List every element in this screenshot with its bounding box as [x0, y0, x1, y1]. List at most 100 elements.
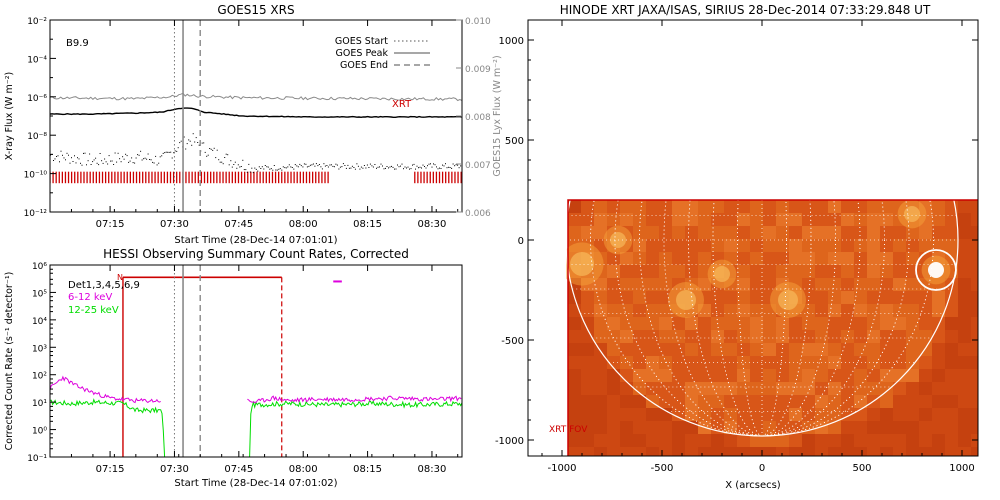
hessi-x-tick-label: 07:15 — [96, 464, 125, 475]
xrt-texture-cell — [672, 213, 685, 226]
xrt-texture-cell — [568, 447, 581, 456]
goes-class-label: B9.9 — [66, 38, 89, 49]
xrt-texture-cell — [919, 434, 932, 447]
xrt-texture-cell — [633, 447, 646, 456]
xrt-texture-cell — [880, 395, 893, 408]
xrt-texture-cell — [724, 408, 737, 421]
xrt-texture-cell — [685, 343, 698, 356]
goes-short-point — [350, 167, 352, 169]
xrt-texture-cell — [646, 226, 659, 239]
goes-short-point — [78, 158, 80, 160]
goes-short-point — [204, 151, 206, 153]
goes-short-point — [218, 159, 220, 161]
goes-short-point — [354, 168, 356, 170]
goes-short-point — [153, 162, 155, 164]
xrt-texture-cell — [659, 213, 672, 226]
xrt-texture-cell — [737, 447, 750, 456]
xrt-texture-cell — [659, 434, 672, 447]
xrt-texture-cell — [945, 395, 958, 408]
goes-short-point — [359, 168, 361, 170]
goes-short-point — [201, 142, 203, 144]
xrt-texture-cell — [802, 369, 815, 382]
goes-short-point — [138, 154, 140, 156]
goes-short-point — [382, 165, 383, 167]
xrt-texture-cell — [633, 278, 646, 291]
xrt-axes-frame — [527, 19, 979, 457]
goes-short-point — [63, 157, 65, 159]
xrt-grid-longitude — [712, 198, 812, 437]
xrt-texture-cell — [568, 317, 581, 330]
goes-x-tick-label: 08:00 — [289, 219, 318, 230]
goes-short-point — [434, 164, 436, 166]
xrt-texture-cell — [867, 447, 880, 456]
xrt-texture-cell — [594, 447, 607, 456]
goes-short-point — [119, 158, 121, 160]
xrt-texture-cell — [880, 252, 893, 265]
xrt-texture-cell — [789, 265, 802, 278]
xrt-texture-cell — [828, 252, 841, 265]
goes-short-point — [167, 151, 169, 153]
goes-short-point — [261, 166, 263, 168]
xrt-texture-cell — [789, 226, 802, 239]
goes-short-point — [353, 167, 355, 168]
xrt-texture-cell — [906, 421, 919, 434]
xrt-texture-cell — [750, 317, 763, 330]
xrt-texture-cell — [958, 343, 971, 356]
goes-short-point — [333, 166, 335, 168]
xrt-texture-cell — [698, 408, 711, 421]
xrt-texture-cell — [607, 265, 620, 278]
goes-short-point — [257, 170, 259, 172]
xrt-texture-cell — [763, 317, 776, 330]
xrt-texture-cell — [672, 382, 685, 395]
xrt-texture-cell — [594, 291, 607, 304]
xrt-texture-cell — [815, 265, 828, 278]
goes-short-point — [60, 150, 62, 152]
goes-y2-tick-label: 0.008 — [465, 113, 491, 123]
xrt-texture-cell — [633, 200, 646, 213]
xrt-texture-cell — [841, 304, 854, 317]
xrt-texture-cell — [750, 278, 763, 291]
goes-short-point — [394, 168, 395, 170]
goes-short-point — [185, 148, 187, 150]
goes-short-point — [123, 158, 125, 160]
xrt-texture-cell — [932, 369, 945, 382]
xrt-texture-cell — [789, 369, 802, 382]
xrt-texture-cell — [594, 356, 607, 369]
goes-short-point — [176, 150, 178, 152]
goes-short-point — [131, 157, 133, 159]
goes-xlabel: Start Time (28-Dec-14 07:01:01) — [174, 235, 337, 246]
xrt-texture-cell — [958, 291, 971, 304]
xrt-texture-cell — [945, 343, 958, 356]
goes-short-point — [263, 168, 265, 170]
xrt-texture-cell — [815, 395, 828, 408]
xrt-texture-cell — [932, 434, 945, 447]
goes-short-point — [392, 166, 394, 168]
goes-short-point — [386, 166, 388, 167]
xrt-texture-cell — [672, 317, 685, 330]
xrt-texture-cell — [958, 239, 971, 252]
xrt-panel: HINODE XRT JAXA/ISAS, SIRIUS 28-Dec-2014… — [495, 3, 979, 491]
xrt-texture-cell — [672, 265, 685, 278]
xrt-texture-cell — [932, 447, 945, 456]
xrt-texture-cell — [685, 330, 698, 343]
xrt-texture-cell — [711, 343, 724, 356]
xrt-texture-cell — [750, 200, 763, 213]
goes-short-point — [351, 165, 353, 167]
xrt-texture-cell — [906, 226, 919, 239]
xrt-texture-cell — [932, 395, 945, 408]
xrt-texture-cell — [685, 408, 698, 421]
xrt-texture-cell — [750, 447, 763, 456]
xrt-texture-cell — [932, 291, 945, 304]
xrt-texture-cell — [815, 369, 828, 382]
goes-short-point — [152, 161, 154, 163]
xrt-texture-cell — [581, 408, 594, 421]
xrt-grid-longitude — [639, 198, 885, 437]
xrt-texture-cell — [581, 447, 594, 456]
xrt-texture-cell — [841, 317, 854, 330]
xrt-texture-cell — [945, 330, 958, 343]
goes-short-point — [135, 157, 137, 159]
xrt-texture-cell — [763, 434, 776, 447]
xrt-texture-cell — [763, 408, 776, 421]
xrt-texture-cell — [789, 317, 802, 330]
xrt-texture-cell — [906, 278, 919, 291]
